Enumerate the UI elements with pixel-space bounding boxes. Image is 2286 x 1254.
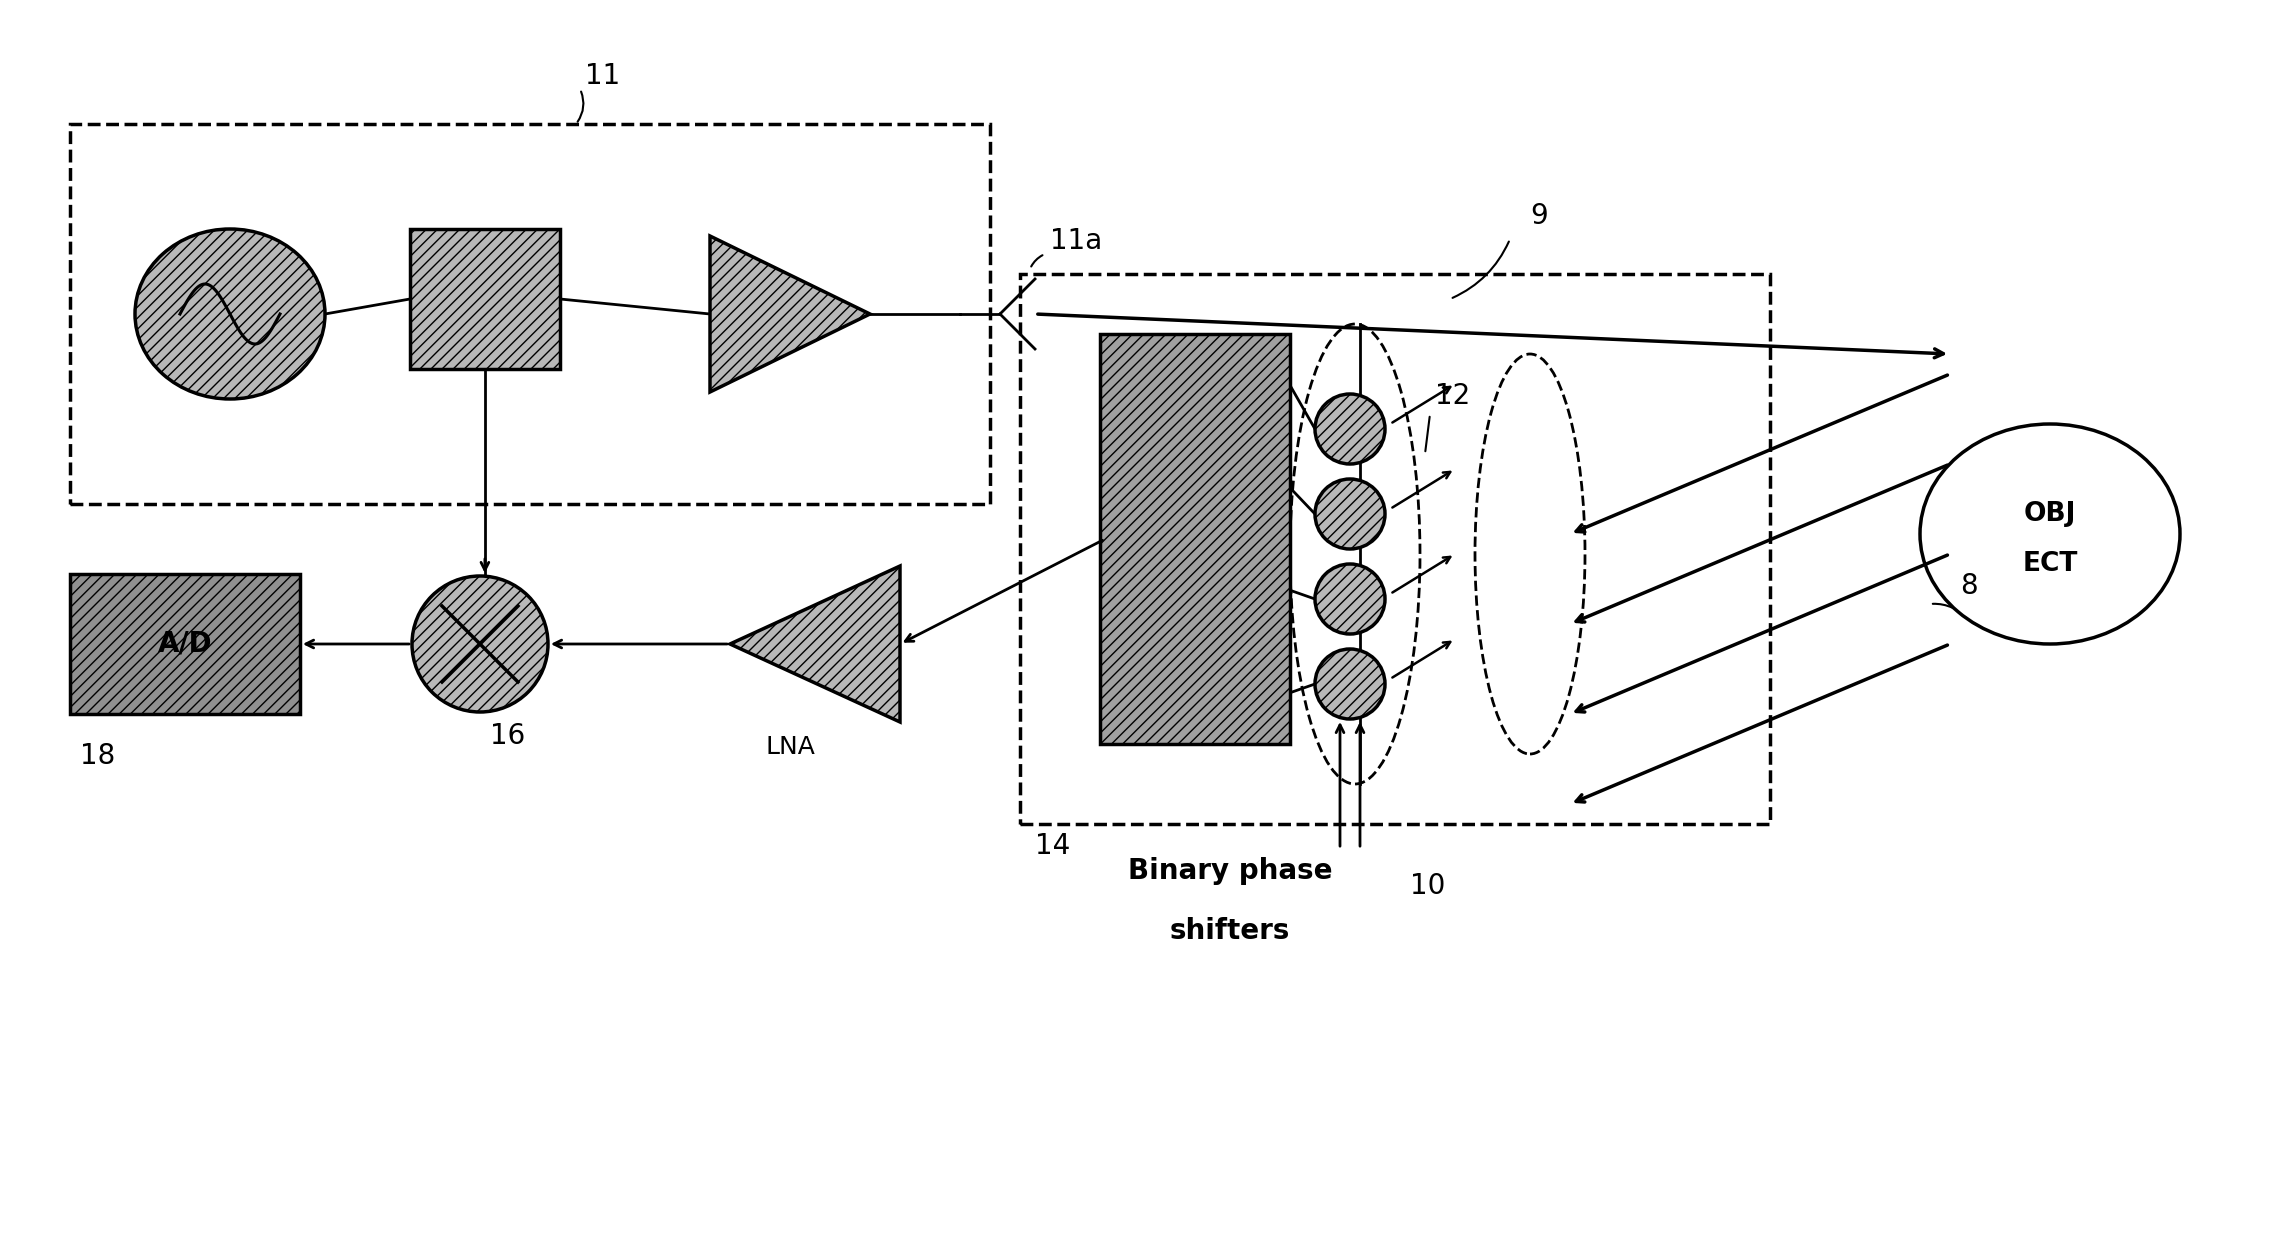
Text: ECT: ECT [2023, 551, 2078, 577]
Text: Binary phase: Binary phase [1127, 856, 1333, 885]
Text: 18: 18 [80, 742, 114, 770]
Ellipse shape [411, 576, 549, 712]
Ellipse shape [1314, 479, 1385, 549]
Ellipse shape [1314, 564, 1385, 635]
Text: 10: 10 [1410, 872, 1445, 900]
Text: 12: 12 [1436, 382, 1470, 410]
Ellipse shape [1314, 394, 1385, 464]
Bar [1100, 334, 1289, 744]
Bar [409, 229, 560, 369]
Polygon shape [711, 236, 871, 393]
Text: 8: 8 [1959, 572, 1977, 599]
Text: LNA: LNA [766, 735, 814, 759]
Ellipse shape [1920, 424, 2181, 645]
Bar [1020, 275, 1769, 824]
Text: 9: 9 [1529, 202, 1548, 229]
Ellipse shape [135, 229, 325, 399]
Text: shifters: shifters [1170, 917, 1289, 946]
Polygon shape [729, 566, 901, 722]
Text: 11: 11 [585, 61, 620, 90]
Bar [71, 124, 990, 504]
Bar [71, 574, 299, 714]
Text: 11a: 11a [1049, 227, 1102, 255]
Text: 16: 16 [489, 722, 526, 750]
Text: 14: 14 [1036, 831, 1070, 860]
Text: A/D: A/D [158, 630, 213, 658]
Text: OBJ: OBJ [2023, 502, 2076, 527]
Ellipse shape [1314, 650, 1385, 719]
